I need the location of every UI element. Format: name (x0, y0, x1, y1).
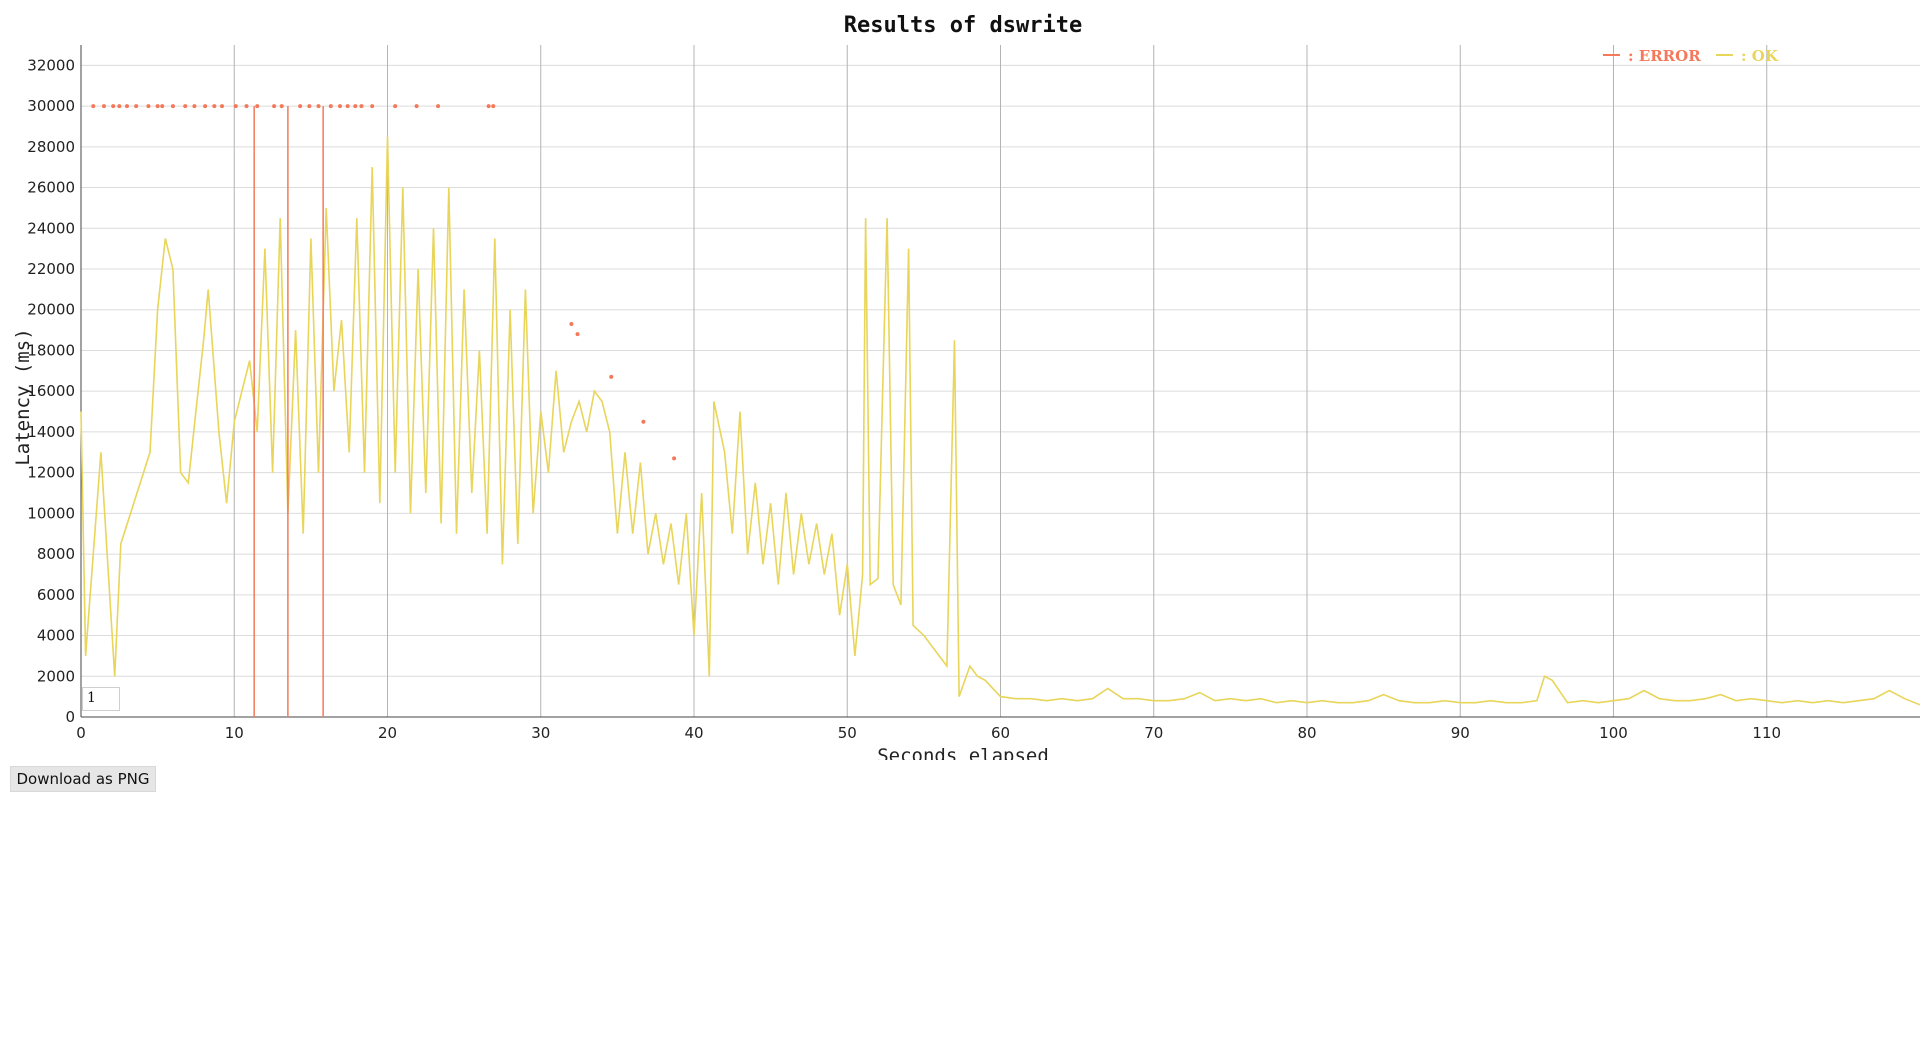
y-tick-label: 14000 (27, 423, 75, 441)
x-tick-label: 10 (225, 724, 244, 742)
series-error (91, 104, 677, 717)
x-tick-label: 100 (1599, 724, 1628, 742)
error-point (491, 104, 496, 109)
x-tick-label: 30 (531, 724, 550, 742)
y-tick-label: 32000 (27, 56, 75, 74)
error-point (192, 104, 197, 109)
ok-series-line (80, 136, 1920, 706)
y-tick-label: 12000 (27, 464, 75, 482)
series-ok (80, 136, 1920, 706)
error-point (203, 104, 208, 109)
error-point (101, 104, 106, 109)
error-point (255, 104, 260, 109)
y-tick-label: 2000 (37, 667, 75, 685)
x-tick-label: 110 (1752, 724, 1781, 742)
error-point (279, 104, 284, 109)
x-tick-label: 40 (684, 724, 703, 742)
x-tick-label: 70 (1144, 724, 1163, 742)
error-point (307, 104, 312, 109)
error-point (298, 104, 303, 109)
latency-chart: Results of dswrite 020004000600080001000… (12, 13, 1920, 760)
error-point (337, 104, 342, 109)
y-tick-label: 26000 (27, 179, 75, 197)
error-point (609, 374, 614, 379)
error-point (316, 104, 321, 109)
legend: : ERROR : OK (1603, 47, 1779, 65)
axes (80, 45, 1920, 718)
error-point (155, 104, 160, 109)
download-png-button[interactable]: Download as PNG (10, 766, 156, 792)
error-point (117, 104, 122, 109)
y-axis-label: Latency (ms) (12, 328, 34, 465)
x-tick-label: 0 (76, 724, 86, 742)
error-point (414, 104, 419, 109)
error-point (370, 104, 375, 109)
error-point (359, 104, 364, 109)
x-tick-labels: 0 10 20 30 40 50 60 70 80 90 100 110 (76, 724, 1781, 742)
error-point (170, 104, 175, 109)
error-point (91, 104, 96, 109)
error-point (233, 104, 238, 109)
error-point (134, 104, 139, 109)
x-tick-label: 80 (1297, 724, 1316, 742)
x-tick-label: 60 (991, 724, 1010, 742)
error-point (641, 419, 646, 424)
grid-lines (81, 45, 1920, 718)
y-tick-label: 10000 (27, 504, 75, 522)
error-point (272, 104, 277, 109)
y-tick-label: 30000 (27, 97, 75, 115)
error-point (575, 332, 580, 337)
error-point (183, 104, 188, 109)
error-point (569, 321, 574, 326)
error-point (146, 104, 151, 109)
legend-error-label: : ERROR (1628, 47, 1701, 65)
y-tick-label: 22000 (27, 260, 75, 278)
error-point (111, 104, 116, 109)
x-tick-label: 90 (1451, 724, 1470, 742)
error-point (393, 104, 398, 109)
error-point (124, 104, 129, 109)
y-tick-label: 6000 (37, 586, 75, 604)
legend-ok-label: : OK (1741, 47, 1779, 65)
x-tick-label: 50 (838, 724, 857, 742)
chart-container: Results of dswrite 0 2000 4000 6000 8000 1000… (12, 13, 1920, 760)
y-tick-label: 24000 (27, 219, 75, 237)
y-tick-label: 8000 (37, 545, 75, 563)
error-point (328, 104, 333, 109)
y-tick-label: 0 (65, 708, 75, 726)
error-point (353, 104, 358, 109)
x-axis-label: Seconds elapsed (877, 745, 1049, 760)
chart-title: Results of dswrite (844, 13, 1082, 38)
y-tick-label: 16000 (27, 382, 75, 400)
y-tick-label: 20000 (27, 301, 75, 319)
error-point (244, 104, 249, 109)
x-tick-label: 20 (378, 724, 397, 742)
error-point (212, 104, 217, 109)
zoom-level-input[interactable]: 1 (82, 687, 120, 711)
y-tick-label: 4000 (37, 627, 75, 645)
y-tick-labels: 0 2000 4000 6000 8000 10000 12000 14000 16000 180… (27, 56, 75, 726)
error-point (219, 104, 224, 109)
error-point (486, 104, 491, 109)
y-tick-label: 18000 (27, 341, 75, 359)
y-tick-label: 28000 (27, 138, 75, 156)
error-point (672, 456, 677, 461)
error-point (160, 104, 165, 109)
error-point (436, 104, 441, 109)
error-point (345, 104, 350, 109)
